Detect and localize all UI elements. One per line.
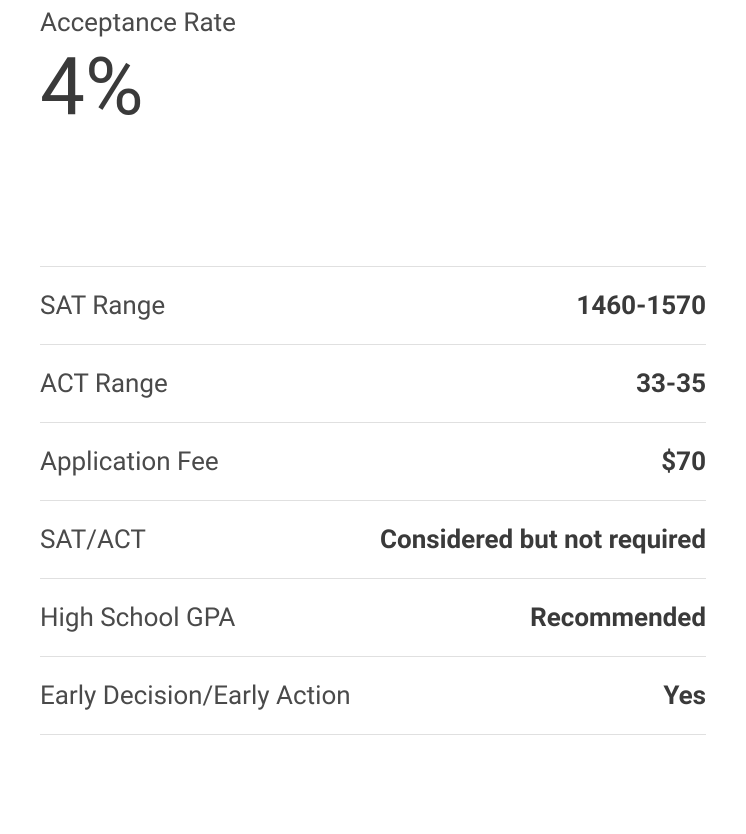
- stat-row-sat-range: SAT Range 1460-1570: [40, 266, 706, 344]
- stat-label: Application Fee: [40, 447, 219, 477]
- stat-label: SAT/ACT: [40, 525, 146, 555]
- stat-value: 33-35: [636, 369, 706, 399]
- stat-row-sat-act: SAT/ACT Considered but not required: [40, 500, 706, 578]
- stat-row-application-fee: Application Fee $70: [40, 422, 706, 500]
- admissions-stats-container: Acceptance Rate 4% SAT Range 1460-1570 A…: [0, 0, 746, 735]
- stats-table: SAT Range 1460-1570 ACT Range 33-35 Appl…: [40, 266, 706, 735]
- acceptance-rate-label: Acceptance Rate: [40, 8, 706, 38]
- stat-label: High School GPA: [40, 603, 235, 633]
- acceptance-rate-section: Acceptance Rate 4%: [40, 0, 706, 131]
- stat-label: ACT Range: [40, 369, 168, 399]
- stat-row-act-range: ACT Range 33-35: [40, 344, 706, 422]
- stat-value: Considered but not required: [380, 525, 706, 555]
- stat-row-early-decision: Early Decision/Early Action Yes: [40, 656, 706, 735]
- stat-row-gpa: High School GPA Recommended: [40, 578, 706, 656]
- stat-label: SAT Range: [40, 291, 165, 321]
- stat-value: $70: [661, 447, 706, 477]
- stat-value: Recommended: [530, 603, 706, 633]
- acceptance-rate-value: 4%: [40, 43, 706, 131]
- stat-value: Yes: [663, 681, 706, 711]
- stat-label: Early Decision/Early Action: [40, 681, 351, 711]
- stat-value: 1460-1570: [576, 291, 706, 321]
